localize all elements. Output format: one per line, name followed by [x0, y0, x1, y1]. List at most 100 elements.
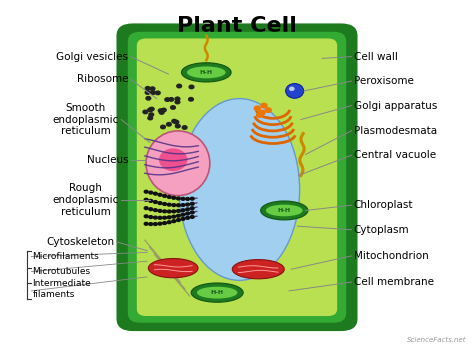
Text: ScienceFacts.net: ScienceFacts.net [407, 337, 466, 343]
Ellipse shape [266, 205, 303, 216]
Circle shape [167, 203, 171, 206]
Circle shape [175, 100, 180, 104]
Circle shape [191, 216, 194, 218]
Circle shape [158, 217, 162, 219]
Ellipse shape [191, 283, 243, 302]
Circle shape [148, 108, 153, 112]
Circle shape [182, 126, 187, 129]
Circle shape [146, 87, 150, 90]
Text: Central vacuole: Central vacuole [354, 150, 436, 160]
Ellipse shape [261, 201, 308, 220]
Circle shape [158, 193, 162, 196]
Circle shape [149, 113, 154, 117]
Circle shape [186, 198, 190, 200]
Circle shape [172, 204, 176, 206]
Circle shape [163, 194, 166, 197]
Circle shape [143, 110, 148, 114]
Circle shape [172, 119, 177, 123]
Circle shape [167, 210, 171, 213]
Ellipse shape [289, 87, 295, 91]
Circle shape [155, 91, 160, 95]
Text: Peroxisome: Peroxisome [354, 76, 414, 86]
Text: Cell membrane: Cell membrane [354, 277, 434, 287]
Circle shape [186, 203, 190, 206]
Circle shape [150, 87, 155, 91]
Ellipse shape [197, 287, 237, 299]
Circle shape [181, 198, 185, 200]
Circle shape [161, 125, 165, 129]
Circle shape [189, 85, 194, 89]
Circle shape [163, 222, 166, 225]
Circle shape [151, 91, 155, 94]
Circle shape [149, 199, 153, 202]
Text: Rough
endoplasmic
reticulum: Rough endoplasmic reticulum [53, 183, 119, 217]
Circle shape [144, 215, 148, 218]
Circle shape [162, 108, 166, 112]
Circle shape [177, 84, 182, 88]
FancyBboxPatch shape [137, 39, 337, 316]
Circle shape [148, 116, 153, 120]
Circle shape [172, 220, 176, 223]
Circle shape [146, 97, 151, 100]
Ellipse shape [179, 99, 300, 280]
Circle shape [176, 214, 180, 217]
Circle shape [261, 103, 267, 108]
Circle shape [154, 216, 157, 219]
Circle shape [191, 211, 194, 214]
Circle shape [149, 216, 153, 218]
Circle shape [186, 208, 190, 211]
Text: Cytoskeleton: Cytoskeleton [46, 237, 114, 247]
Circle shape [169, 98, 173, 101]
Circle shape [189, 98, 193, 101]
Circle shape [191, 207, 194, 210]
Circle shape [186, 212, 190, 215]
Circle shape [154, 192, 157, 195]
Circle shape [149, 208, 153, 211]
Text: Cell wall: Cell wall [354, 52, 398, 62]
Circle shape [259, 110, 265, 115]
Circle shape [181, 218, 185, 220]
Circle shape [174, 120, 179, 124]
Circle shape [149, 223, 153, 225]
Circle shape [265, 108, 271, 112]
Circle shape [144, 207, 148, 210]
Text: H-H: H-H [210, 290, 224, 295]
Circle shape [171, 106, 175, 109]
Ellipse shape [187, 66, 226, 78]
Circle shape [191, 197, 194, 200]
Circle shape [145, 91, 150, 94]
Text: Chloroplast: Chloroplast [354, 200, 413, 210]
Text: H-H: H-H [200, 70, 213, 75]
Ellipse shape [232, 260, 284, 279]
Ellipse shape [148, 259, 198, 278]
Circle shape [167, 196, 171, 198]
Circle shape [144, 198, 148, 201]
Circle shape [158, 109, 163, 112]
Ellipse shape [182, 63, 231, 82]
Circle shape [176, 210, 180, 212]
Text: Golgi apparatus: Golgi apparatus [354, 101, 437, 111]
Circle shape [191, 203, 194, 205]
Circle shape [167, 216, 171, 219]
Circle shape [172, 210, 176, 213]
Circle shape [159, 111, 164, 114]
Circle shape [181, 209, 185, 212]
Circle shape [154, 223, 157, 225]
Circle shape [176, 204, 180, 207]
Circle shape [175, 97, 180, 101]
Circle shape [256, 113, 263, 117]
Circle shape [175, 124, 180, 128]
Text: Plasmodesmata: Plasmodesmata [354, 126, 437, 136]
Circle shape [165, 98, 170, 101]
Circle shape [144, 190, 148, 193]
Circle shape [149, 107, 154, 111]
Circle shape [181, 213, 185, 216]
Circle shape [181, 204, 185, 206]
Circle shape [154, 201, 157, 204]
Circle shape [176, 197, 180, 200]
Ellipse shape [146, 131, 210, 196]
Text: Ribosome: Ribosome [77, 74, 128, 84]
Circle shape [254, 106, 260, 111]
Circle shape [167, 221, 171, 224]
Ellipse shape [286, 84, 304, 98]
